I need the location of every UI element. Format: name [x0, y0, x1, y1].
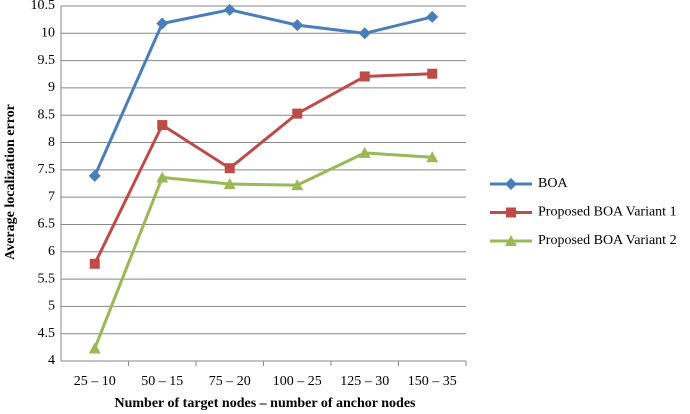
y-axis-title: Average localization error: [3, 104, 18, 260]
x-axis-title: Number of target nodes – number of ancho…: [114, 396, 416, 411]
marker: [427, 68, 438, 79]
legend-label: BOA: [538, 176, 568, 191]
y-tick-label: 5: [48, 299, 55, 314]
x-tick-label: 125 – 30: [340, 374, 389, 389]
marker: [89, 258, 100, 269]
marker: [291, 179, 304, 191]
marker: [223, 3, 236, 16]
y-tick-label: 9.5: [38, 53, 56, 68]
marker: [292, 108, 303, 119]
marker: [291, 19, 304, 32]
y-tick-label: 6.5: [38, 217, 56, 232]
y-tick-label: 8.5: [38, 107, 56, 122]
marker: [157, 120, 168, 131]
series-line: [93, 72, 433, 265]
y-tick-label: 9: [48, 80, 55, 95]
y-tick-label: 4: [48, 353, 55, 368]
x-tick-label: 25 – 10: [74, 374, 116, 389]
y-tick-label: 4.5: [38, 326, 56, 341]
y-tick-label: 10.5: [31, 0, 56, 13]
series-line: [93, 151, 433, 349]
marker: [426, 151, 439, 163]
marker: [359, 71, 370, 82]
x-tick-label: 100 – 25: [273, 374, 322, 389]
marker: [223, 178, 236, 190]
legend-marker: [505, 235, 517, 246]
series-line: [93, 8, 433, 177]
y-tick-label: 7: [48, 189, 55, 204]
marker: [426, 10, 439, 23]
marker: [88, 342, 101, 354]
x-tick-label: 150 – 35: [408, 374, 457, 389]
legend-label: Proposed BOA Variant 1: [538, 205, 677, 220]
legend-marker: [505, 178, 517, 190]
y-tick-label: 6: [48, 244, 55, 259]
marker: [358, 146, 371, 158]
marker: [224, 163, 235, 174]
y-tick-label: 8: [48, 135, 55, 150]
marker: [156, 17, 169, 30]
y-tick-label: 10: [41, 26, 55, 41]
legend-label: Proposed BOA Variant 2: [538, 233, 677, 248]
x-tick-label: 50 – 15: [141, 374, 183, 389]
marker: [358, 27, 371, 40]
legend-marker: [506, 207, 516, 218]
y-tick-label: 7.5: [38, 162, 56, 177]
x-tick-label: 75 – 20: [209, 374, 251, 389]
marker: [156, 171, 169, 183]
marker: [88, 169, 101, 182]
y-tick-label: 5.5: [38, 271, 56, 286]
